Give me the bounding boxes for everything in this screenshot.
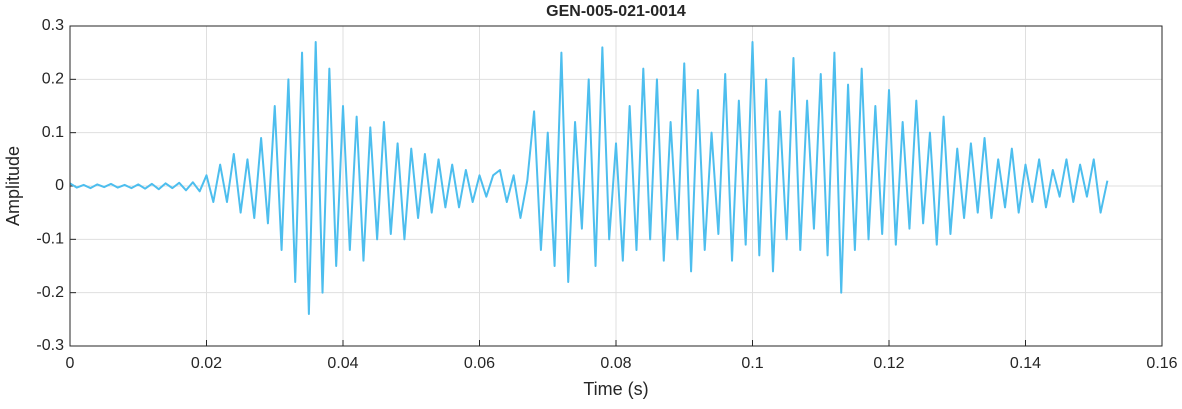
x-tick-label: 0.14: [1010, 355, 1041, 372]
y-tick-label: 0.2: [42, 71, 64, 88]
y-tick-label: 0.1: [42, 124, 64, 141]
x-tick-label: 0.02: [191, 355, 222, 372]
x-tick-label: 0.08: [600, 355, 631, 372]
waveform: [69, 41, 1109, 315]
y-axis-label: Amplitude: [3, 146, 23, 226]
x-tick-label: 0: [66, 355, 75, 372]
y-tick-label: -0.1: [36, 231, 64, 248]
y-tick-label: 0: [55, 177, 64, 194]
x-tick-label: 0.06: [464, 355, 495, 372]
y-tick-label: -0.2: [36, 284, 64, 301]
x-axis-label: Time (s): [583, 379, 648, 399]
x-tick-label: 0.12: [873, 355, 904, 372]
y-tick-label: -0.3: [36, 337, 64, 354]
y-tick-label: 0.3: [42, 17, 64, 34]
x-tick-label: 0.16: [1146, 355, 1177, 372]
chart-title: GEN-005-021-0014: [546, 3, 686, 20]
plot-box: [69, 25, 1163, 347]
x-tick-label: 0.04: [327, 355, 358, 372]
x-tick-label: 0.1: [741, 355, 763, 372]
